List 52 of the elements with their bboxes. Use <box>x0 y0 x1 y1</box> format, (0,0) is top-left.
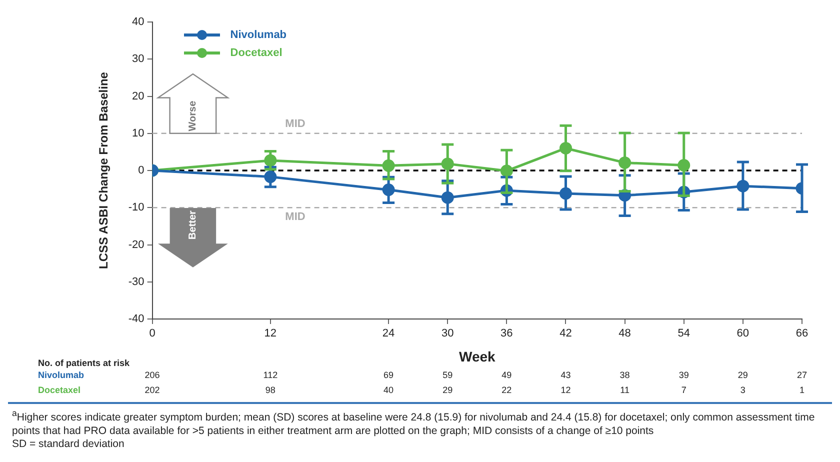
ref-line-label: MID <box>285 118 306 130</box>
y-tick-label: -20 <box>128 238 144 251</box>
text: 49 <box>502 370 512 380</box>
text: 43 <box>560 370 571 380</box>
legend-label: Nivolumab <box>230 29 287 41</box>
text: 29 <box>442 385 453 395</box>
y-axis-title: LCSS ASBI Change From Baseline <box>96 72 111 269</box>
y-tick-label: 10 <box>132 127 144 140</box>
x-tick-label: 60 <box>736 328 750 340</box>
text: 29 <box>738 370 748 380</box>
text: $^{a}$Higher scores indicate greater symptom burden; mean (SD) scores at baseline were 24.8 (15.9) for nivolumab and 24.4 (15.8) for docetaxel; only common assessment time points that had PRO data available for >5 patients in either treatment arm are plotted on the graph; MID consists of a change of ≥10 points <box>12 407 816 438</box>
y-tick-label: -40 <box>128 313 144 326</box>
text: 59 <box>442 370 453 380</box>
y-tick-label: -10 <box>128 202 144 214</box>
text: 38 <box>620 370 630 380</box>
x-tick-label: 48 <box>618 328 631 340</box>
text: Docetaxel <box>38 385 81 395</box>
text: 1 <box>799 385 805 395</box>
x-tick-label: 42 <box>560 328 572 340</box>
text: No. of patients at risk <box>38 358 130 368</box>
ref-line-label: MID <box>285 211 306 224</box>
y-tick-label: 20 <box>132 90 144 102</box>
x-tick-label: 54 <box>678 328 690 340</box>
x-tick-label: 30 <box>441 328 454 340</box>
text: 98 <box>265 385 276 395</box>
text: 11 <box>620 385 630 395</box>
text: Nivolumab <box>38 370 84 380</box>
x-tick-label: 36 <box>500 328 513 340</box>
y-tick-label: 40 <box>132 16 144 28</box>
x-axis-title: Week <box>458 348 496 364</box>
y-tick-label: -30 <box>128 276 144 288</box>
x-tick-label: 12 <box>264 328 277 340</box>
text: 206 <box>144 370 160 380</box>
x-tick-label: 66 <box>796 328 808 340</box>
text: 69 <box>384 370 394 380</box>
text: 27 <box>796 370 808 380</box>
text: SD = standard deviation <box>12 438 126 450</box>
text: 202 <box>144 385 160 395</box>
annotation: Worse <box>188 100 199 131</box>
x-tick-label: 24 <box>382 328 395 340</box>
y-tick-label: 30 <box>132 53 144 66</box>
text: 22 <box>502 385 512 395</box>
text: 39 <box>678 370 689 380</box>
text: 3 <box>740 385 746 395</box>
text: 12 <box>560 385 571 395</box>
x-tick-label: 0 <box>149 328 156 340</box>
annotation: Better <box>188 210 199 240</box>
y-tick-label: 0 <box>138 164 144 177</box>
text: 112 <box>263 370 278 380</box>
legend-label: Docetaxel <box>230 47 282 59</box>
text: 7 <box>681 385 686 395</box>
text: 40 <box>384 385 394 395</box>
